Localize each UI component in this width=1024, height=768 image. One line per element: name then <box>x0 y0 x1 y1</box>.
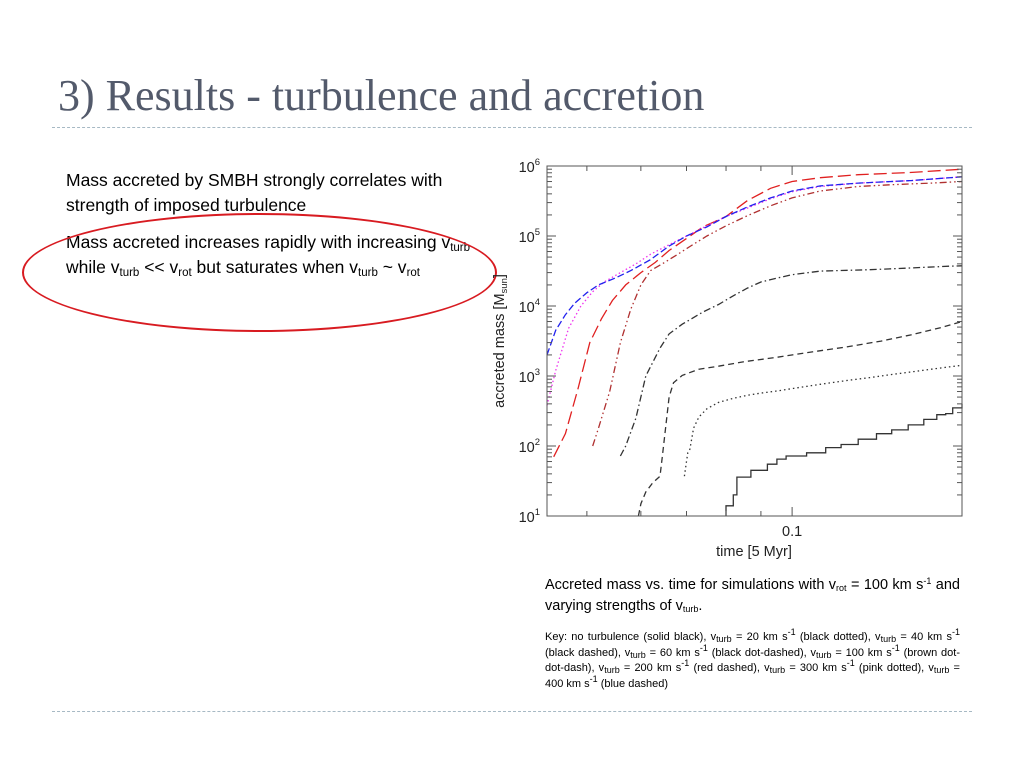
y-tick-labels: 101 102 103 104 105 106 <box>519 157 540 526</box>
series-v60 <box>619 265 963 457</box>
y-tick-label: 106 <box>519 157 540 176</box>
highlight-ellipse <box>22 213 497 332</box>
series-v300 <box>546 176 963 406</box>
y-tick-label: 105 <box>519 227 540 246</box>
ticks-layer <box>547 166 962 517</box>
y-tick-label: 103 <box>519 367 540 386</box>
series-v100 <box>592 180 963 447</box>
x-axis-label: time [5 Myr] <box>716 544 792 560</box>
plot-frame <box>546 165 963 517</box>
accreted-mass-chart: 101 102 103 104 105 106 0.1 time [5 Myr] accr… <box>492 157 963 560</box>
x-tick-label: 0.1 <box>782 524 802 540</box>
y-tick-label: 102 <box>519 437 540 456</box>
series-layer <box>546 168 963 517</box>
y-tick-label: 104 <box>519 297 540 316</box>
series-v200 <box>553 168 963 458</box>
y-axis-label: accreted mass [Msun] <box>492 274 510 408</box>
figure-key: Key: no turbulence (solid black), vturb … <box>545 627 961 690</box>
series-v0 <box>725 403 963 516</box>
bullet-correlation: Mass accreted by SMBH strongly correlate… <box>66 170 443 215</box>
y-tick-label: 101 <box>519 507 540 526</box>
series-v400 <box>546 176 963 356</box>
slide-title: 3) Results - turbulence and accretion <box>58 71 705 120</box>
series-v20 <box>683 364 963 477</box>
x-tick-labels: 0.1 <box>782 524 802 540</box>
series-v40 <box>637 320 963 517</box>
top-divider <box>52 127 972 128</box>
bottom-divider <box>52 711 972 712</box>
figure-caption: Accreted mass vs. time for simulations w… <box>545 576 960 615</box>
